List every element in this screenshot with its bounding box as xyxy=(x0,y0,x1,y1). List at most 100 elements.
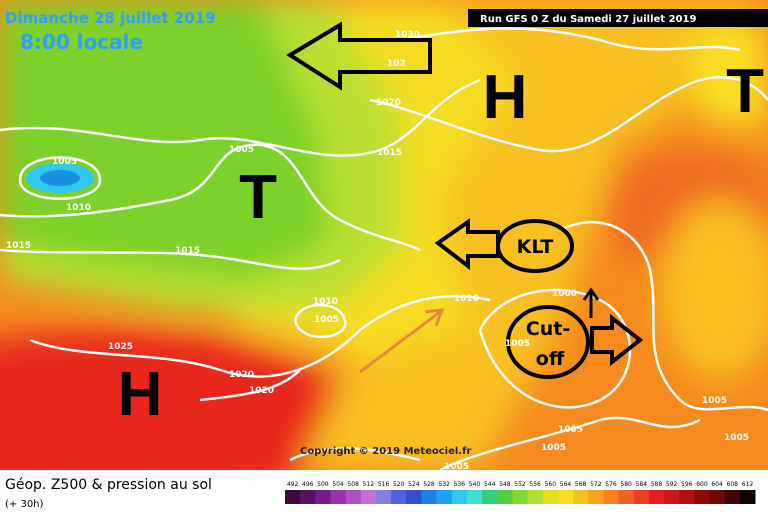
legend-value: 608 xyxy=(727,481,739,488)
legend-swatch xyxy=(573,490,589,504)
isobar-label: 1015 xyxy=(175,246,200,256)
legend-swatch xyxy=(633,490,650,504)
legend-swatch xyxy=(527,490,544,504)
legend-value: 596 xyxy=(681,481,693,488)
legend-value: 528 xyxy=(423,481,435,488)
legend-value: 512 xyxy=(363,481,375,488)
klt-circle xyxy=(496,219,574,273)
legend-swatch xyxy=(512,490,529,504)
legend-swatch xyxy=(542,490,559,504)
isobar-label: 1025 xyxy=(108,342,133,352)
legend-swatch xyxy=(497,490,513,504)
legend-value: 580 xyxy=(620,481,632,488)
legend-value: 500 xyxy=(317,481,329,488)
isobar-label: 1015 xyxy=(6,241,31,251)
legend-value: 496 xyxy=(302,481,314,488)
arrow xyxy=(582,287,600,318)
legend-swatch xyxy=(375,490,392,504)
cutoff-label: off xyxy=(536,348,565,370)
legend-swatch xyxy=(421,490,438,504)
isobar-label: 1005 xyxy=(314,315,339,325)
legend-swatch xyxy=(694,490,711,504)
legend-value: 592 xyxy=(666,481,678,488)
legend-value: 588 xyxy=(651,481,663,488)
isobar-label: 102 xyxy=(387,59,406,69)
legend-swatch xyxy=(603,490,620,504)
isobar-label: 1020 xyxy=(229,370,254,380)
klt-label: KLT xyxy=(517,236,554,258)
legend-value: 532 xyxy=(438,481,450,488)
legend-swatch xyxy=(739,490,756,504)
isobar-label: 1005 xyxy=(724,433,749,443)
pressure-system: H xyxy=(483,63,528,132)
isobar-label: 1010 xyxy=(66,203,91,213)
footer-title: Géop. Z500 & pression au sol xyxy=(5,477,212,493)
legend-swatch xyxy=(588,490,604,504)
legend-swatch xyxy=(466,490,483,504)
cutoff-circle xyxy=(506,305,590,379)
legend-value: 560 xyxy=(545,481,557,488)
legend-value: 516 xyxy=(378,481,390,488)
legend-value: 536 xyxy=(454,481,466,488)
isobar-label: 1005 xyxy=(702,396,727,406)
legend-swatch xyxy=(300,490,316,504)
legend-value: 524 xyxy=(408,481,420,488)
isobar-label: 1000 xyxy=(552,289,577,299)
pressure-system: T xyxy=(726,57,764,126)
arrow xyxy=(286,21,432,91)
legend-value: 572 xyxy=(590,481,602,488)
legend-value: 552 xyxy=(514,481,526,488)
legend-value: 584 xyxy=(636,481,648,488)
legend-swatch xyxy=(618,490,635,504)
isobar-label: 1015 xyxy=(377,148,402,158)
isobar-label: 1010 xyxy=(313,297,338,307)
legend-swatch xyxy=(709,490,726,504)
pressure-system: H xyxy=(118,360,163,429)
arrow xyxy=(590,313,644,367)
legend-value: 564 xyxy=(560,481,572,488)
legend-swatch xyxy=(406,490,422,504)
legend-value: 548 xyxy=(499,481,511,488)
legend-swatch xyxy=(345,490,362,504)
legend-value: 520 xyxy=(393,481,405,488)
legend-swatch xyxy=(436,490,453,504)
legend-swatch xyxy=(557,490,574,504)
isobar-label: 1010 xyxy=(454,294,479,304)
legend-swatch xyxy=(330,490,347,504)
run: Run GFS 0 Z du Samedi 27 juillet 2019 xyxy=(480,14,696,25)
legend-swatch xyxy=(285,490,301,504)
legend-swatch xyxy=(451,490,468,504)
isobar-label: 1005 xyxy=(444,462,469,472)
isobar-label: 1005 xyxy=(52,157,77,167)
isobar-label: 1005 xyxy=(505,339,530,349)
legend-value: 504 xyxy=(332,481,344,488)
isobar-label: 1030 xyxy=(395,30,420,40)
isobars xyxy=(0,27,768,470)
legend-swatch xyxy=(648,490,665,504)
isobar-label: 1005 xyxy=(541,443,566,453)
copyright: Copyright © 2019 Meteociel.fr xyxy=(300,446,471,457)
legend-swatch xyxy=(679,490,695,504)
pressure-system: T xyxy=(239,163,277,232)
legend-value: 492 xyxy=(287,481,299,488)
footer-lead: (+ 30h) xyxy=(5,499,44,510)
legend-value: 544 xyxy=(484,481,496,488)
legend-swatch xyxy=(664,490,680,504)
legend-value: 568 xyxy=(575,481,587,488)
isobar-label: 1005 xyxy=(229,145,254,155)
legend-swatch xyxy=(391,490,407,504)
isobar-label: 1020 xyxy=(249,386,274,396)
legend-value: 508 xyxy=(347,481,359,488)
legend-swatch xyxy=(482,490,498,504)
legend-swatch xyxy=(724,490,741,504)
cutoff-label: Cut- xyxy=(526,318,570,340)
low-core xyxy=(40,170,80,186)
legend-swatch xyxy=(360,490,377,504)
legend-value: 576 xyxy=(605,481,617,488)
legend-value: 540 xyxy=(469,481,481,488)
date: Dimanche 28 juillet 2019 xyxy=(5,9,216,27)
time: 8:00 locale xyxy=(20,30,143,54)
